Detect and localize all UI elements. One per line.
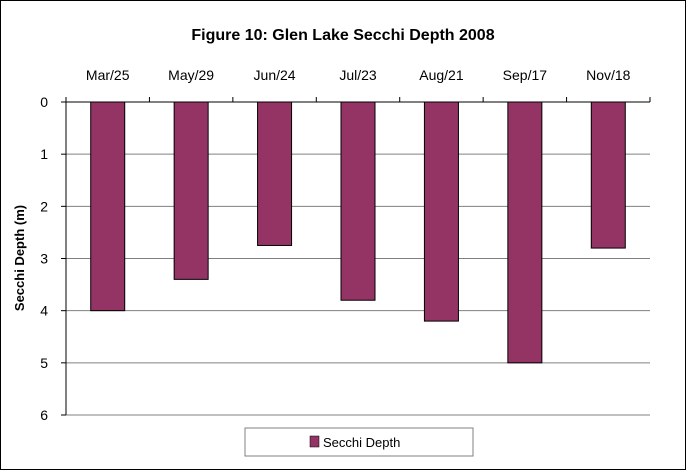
chart-title: Figure 10: Glen Lake Secchi Depth 2008: [191, 27, 494, 44]
y-tick-label: 1: [40, 146, 48, 162]
x-tick-label: Aug/21: [419, 67, 464, 83]
bar: [423, 101, 459, 322]
bar: [340, 101, 376, 301]
bar: [173, 101, 209, 280]
y-tick-label: 0: [40, 94, 48, 110]
x-tick-label: Jun/24: [254, 67, 296, 83]
legend: Secchi Depth: [244, 427, 474, 457]
axes: [61, 97, 651, 416]
legend-label: Secchi Depth: [323, 435, 400, 450]
bar: [257, 101, 293, 246]
y-tick-label: 6: [40, 407, 48, 423]
bar: [590, 101, 626, 249]
x-tick-label: May/29: [168, 67, 214, 83]
y-tick-label: 3: [40, 251, 48, 267]
x-tick-label: Nov/18: [586, 67, 631, 83]
y-tick-labels: 0 1 2 3 4 5 6: [40, 94, 48, 423]
x-tick-labels: Mar/25 May/29 Jun/24 Jul/23 Aug/21 Sep/17 Nov/…: [86, 67, 631, 83]
x-tick-label: Mar/25: [86, 67, 130, 83]
bar: [90, 101, 126, 312]
gridlines: [66, 153, 650, 416]
y-tick-label: 2: [40, 198, 48, 214]
y-axis-label: Secchi Depth (m): [12, 205, 27, 311]
x-tick-label: Jul/23: [339, 67, 377, 83]
y-tick-label: 4: [40, 303, 48, 319]
x-tick-label: Sep/17: [503, 67, 548, 83]
bars: [90, 101, 626, 364]
legend-swatch: [309, 435, 320, 448]
y-tick-label: 5: [40, 355, 48, 371]
bar: [507, 101, 543, 364]
legend-box: [244, 427, 474, 457]
